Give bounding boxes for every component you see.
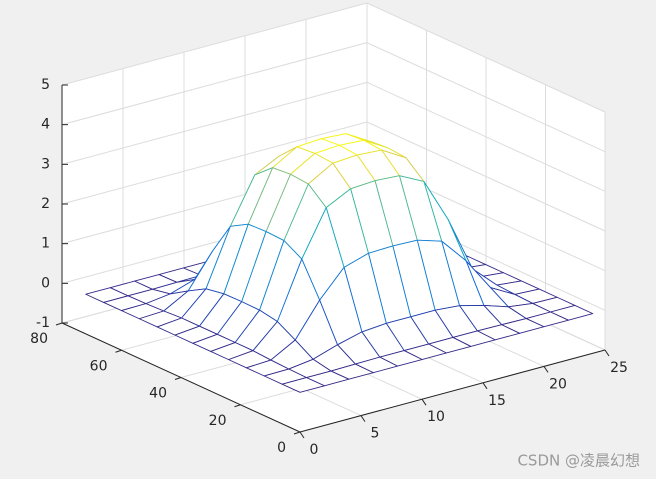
y-tick-label: 60 bbox=[90, 358, 108, 374]
x-tick-label: 20 bbox=[549, 376, 567, 392]
grid-line bbox=[61, 2, 368, 86]
grid-line bbox=[61, 42, 368, 126]
x-tick bbox=[482, 382, 488, 390]
z-tick-label: 5 bbox=[41, 77, 50, 93]
x-tick-label: 0 bbox=[310, 442, 319, 458]
x-tick-label: 10 bbox=[427, 409, 445, 425]
x-tick-label: 15 bbox=[488, 393, 506, 409]
z-tick-label: 3 bbox=[41, 156, 50, 172]
grid-line bbox=[61, 121, 368, 205]
z-tick-label: 2 bbox=[41, 196, 50, 212]
y-tick-label: 20 bbox=[209, 413, 227, 429]
y-tick bbox=[174, 377, 182, 380]
grid-line bbox=[366, 2, 606, 113]
y-tick-label: 0 bbox=[277, 440, 286, 456]
y-tick bbox=[293, 431, 301, 435]
z-tick-label: -1 bbox=[36, 315, 50, 331]
y-tick bbox=[55, 322, 63, 326]
x-tick bbox=[543, 366, 549, 373]
grid-line bbox=[61, 81, 368, 165]
x-tick-label: 25 bbox=[610, 360, 628, 376]
z-tick-label: 1 bbox=[41, 236, 50, 252]
axis-line bbox=[299, 349, 606, 433]
y-tick bbox=[115, 349, 122, 353]
grid-line bbox=[366, 42, 606, 153]
y-tick-label: 40 bbox=[149, 386, 167, 402]
x-tick bbox=[299, 431, 305, 439]
x-tick bbox=[360, 415, 366, 422]
grid-line bbox=[366, 121, 606, 232]
mesh-cell bbox=[281, 377, 325, 393]
y-tick bbox=[234, 404, 241, 408]
z-tick-label: 0 bbox=[41, 275, 50, 291]
x-tick-label: 5 bbox=[371, 426, 380, 442]
watermark: CSDN @凌晨幻想 bbox=[517, 452, 640, 470]
x-tick bbox=[421, 398, 427, 406]
y-tick-label: 80 bbox=[30, 331, 48, 347]
x-tick bbox=[604, 349, 610, 357]
grid-line bbox=[366, 81, 606, 192]
z-tick-label: 4 bbox=[41, 117, 50, 133]
